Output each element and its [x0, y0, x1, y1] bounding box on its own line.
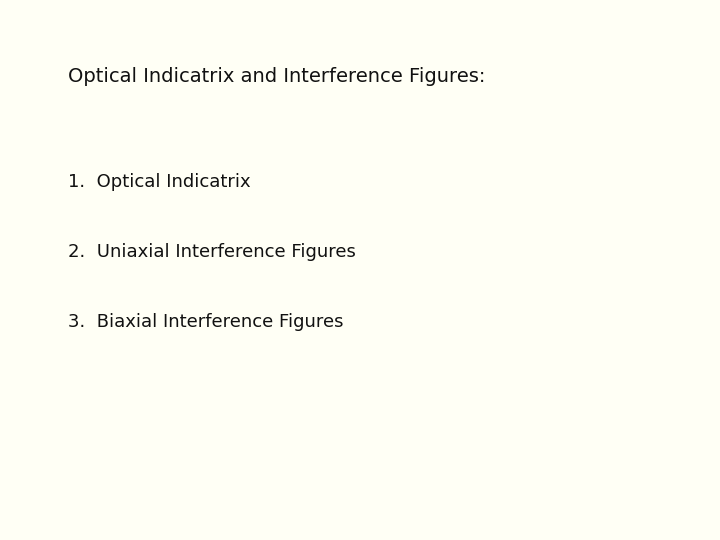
Text: 1.  Optical Indicatrix: 1. Optical Indicatrix	[68, 173, 251, 191]
Text: 2.  Uniaxial Interference Figures: 2. Uniaxial Interference Figures	[68, 243, 356, 261]
Text: Optical Indicatrix and Interference Figures:: Optical Indicatrix and Interference Figu…	[68, 68, 486, 86]
Text: 3.  Biaxial Interference Figures: 3. Biaxial Interference Figures	[68, 313, 344, 331]
